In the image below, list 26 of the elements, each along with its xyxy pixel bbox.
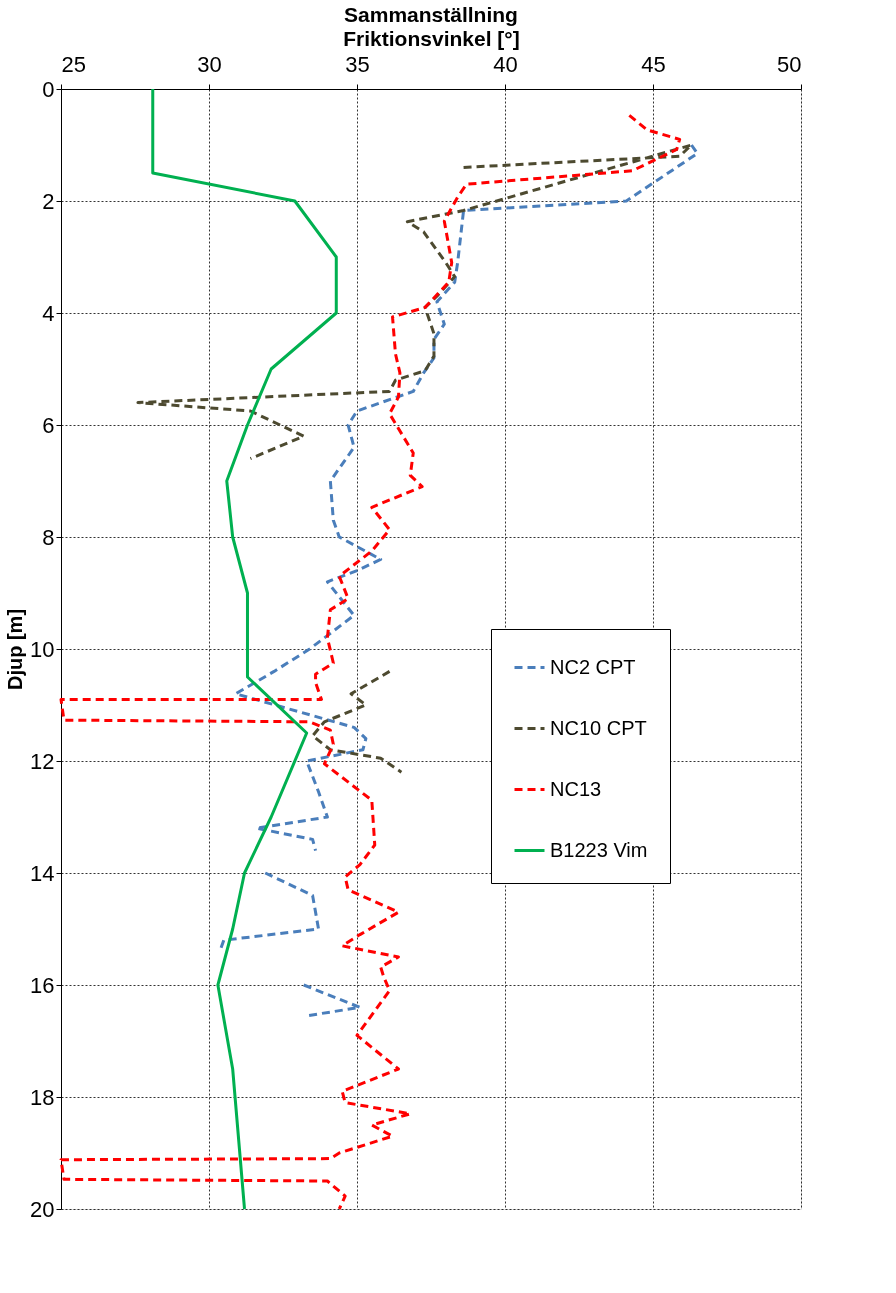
chart-title: Sammanställning xyxy=(344,3,518,26)
x-tick-label: 40 xyxy=(493,51,518,77)
y-axis-title: Djup [m] xyxy=(4,608,27,691)
y-tick-label: 14 xyxy=(30,860,55,886)
y-tick-label: 2 xyxy=(42,188,55,214)
x-tick-label: 25 xyxy=(61,51,86,77)
x-tick-label: 35 xyxy=(345,51,370,77)
y-tick-label: 6 xyxy=(42,412,55,438)
line-series xyxy=(59,113,682,1211)
legend-label: NC10 CPT xyxy=(550,716,647,739)
x-tick-label: 50 xyxy=(777,51,802,77)
x-axis-title: Friktionsvinkel [°] xyxy=(343,26,520,50)
x-tick-label: 45 xyxy=(641,51,666,77)
y-tick-label: 20 xyxy=(30,1196,55,1222)
y-tick-label: 12 xyxy=(30,748,55,774)
legend-label: NC13 xyxy=(550,777,602,800)
y-tick-label: 4 xyxy=(42,300,55,326)
y-tick-label: 16 xyxy=(30,972,55,998)
y-tick-label: 10 xyxy=(30,636,55,662)
x-tick-label: 30 xyxy=(197,51,222,77)
y-tick-label: 18 xyxy=(30,1084,55,1110)
line-series xyxy=(151,87,338,1211)
legend-label: B1223 Vim xyxy=(550,838,648,861)
y-tick-label: 8 xyxy=(42,524,55,550)
legend-label: NC2 CPT xyxy=(550,655,636,678)
y-tick-label: 0 xyxy=(42,76,55,102)
